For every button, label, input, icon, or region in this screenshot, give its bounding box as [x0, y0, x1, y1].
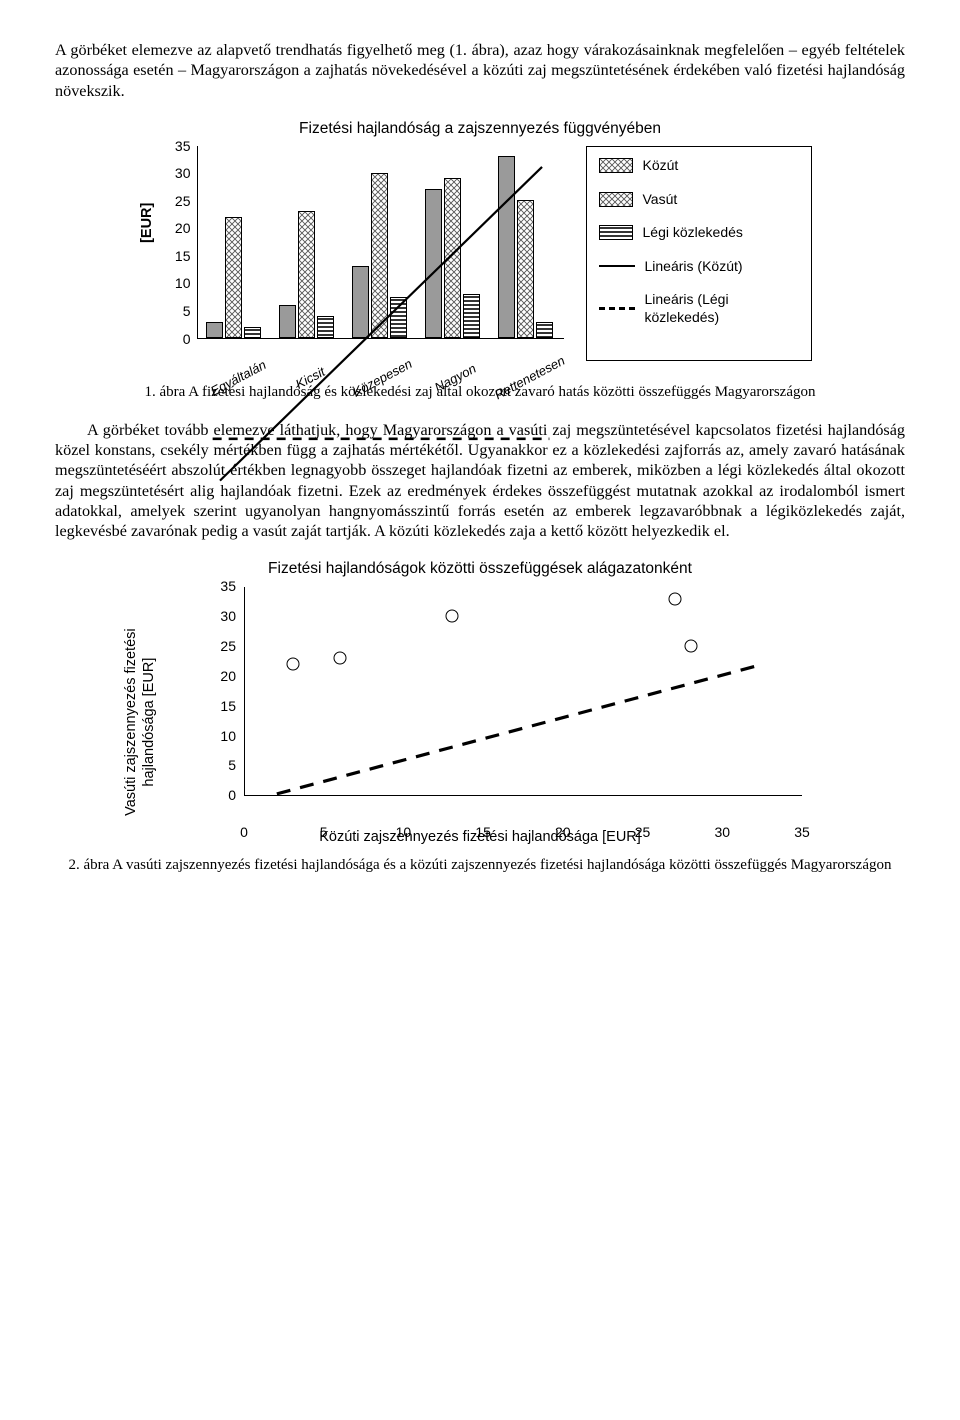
chart2-ytick: 30 — [220, 608, 236, 626]
chart1-ytick: 0 — [183, 330, 191, 348]
bar-vasut — [517, 200, 534, 338]
chart2-ytick: 25 — [220, 638, 236, 656]
intro-paragraph: A görbéket elemezve az alapvető trendhat… — [55, 40, 905, 101]
chart1-ytick: 25 — [175, 193, 191, 211]
body-paragraph: A görbéket tovább elemezve láthatjuk, ho… — [55, 420, 905, 542]
legend-vasut: Vasút — [643, 191, 678, 209]
chart2-ytick: 35 — [220, 578, 236, 596]
chart2-xtick: 15 — [475, 824, 491, 842]
chart1-ytick: 30 — [175, 165, 191, 183]
chart2-ytick: 0 — [228, 787, 236, 805]
bar-vasut — [371, 173, 388, 338]
scatter-point — [668, 592, 681, 605]
chart2-plotarea — [244, 587, 802, 796]
chart2-xtick: 0 — [240, 824, 248, 842]
chart1-legend: Közút Vasút Légi közlekedés Lineáris (Kö… — [586, 146, 812, 361]
bar-legi — [536, 322, 553, 339]
scatter-point — [684, 640, 697, 653]
chart1-ytick: 15 — [175, 248, 191, 266]
bar-legi — [244, 327, 261, 338]
chart2-xtick: 10 — [396, 824, 412, 842]
bar-kozut — [498, 156, 515, 338]
bar-vasut — [444, 178, 461, 338]
bar-kozut — [206, 322, 223, 339]
legend-legi: Légi közlekedés — [643, 224, 743, 242]
chart2-xtick: 30 — [714, 824, 730, 842]
scatter-point — [334, 652, 347, 665]
chart1-ytick: 5 — [183, 303, 191, 321]
bar-vasut — [225, 217, 242, 338]
scatter-point — [286, 658, 299, 671]
legend-linear-legi: Lineáris (Légi közlekedés) — [645, 291, 799, 326]
chart1-ytick: 35 — [175, 137, 191, 155]
legend-kozut: Közút — [643, 157, 679, 175]
bar-kozut — [352, 266, 369, 338]
chart2-xtick: 35 — [794, 824, 810, 842]
bar-vasut — [298, 211, 315, 338]
chart1-title: Fizetési hajlandóság a zajszennyezés füg… — [55, 119, 905, 138]
bar-legi — [317, 316, 334, 338]
chart2-xtick: 25 — [635, 824, 651, 842]
chart1: [EUR] 05101520253035 EgyáltalánKicsitKöz… — [55, 146, 905, 361]
chart2-ytick: 5 — [228, 757, 236, 775]
bar-kozut — [425, 189, 442, 338]
chart2-ylabel: Vasúti zajszennyezés fizetési hajlandósá… — [122, 612, 158, 832]
chart1-ytick: 20 — [175, 220, 191, 238]
bar-kozut — [279, 305, 296, 338]
chart1-plotarea — [197, 146, 564, 339]
chart2: Vasúti zajszennyezés fizetési hajlandósá… — [150, 587, 810, 846]
bar-legi — [463, 294, 480, 338]
chart2-xtick: 5 — [320, 824, 328, 842]
chart2-ytick: 10 — [220, 727, 236, 745]
scatter-point — [445, 610, 458, 623]
chart2-ytick: 20 — [220, 668, 236, 686]
chart2-title: Fizetési hajlandóságok közötti összefügg… — [55, 559, 905, 578]
chart2-xtick: 20 — [555, 824, 571, 842]
bar-legi — [390, 297, 407, 338]
chart1-ytick: 10 — [175, 275, 191, 293]
legend-linear-kozut: Lineáris (Közút) — [645, 258, 743, 276]
chart2-ytick: 15 — [220, 697, 236, 715]
